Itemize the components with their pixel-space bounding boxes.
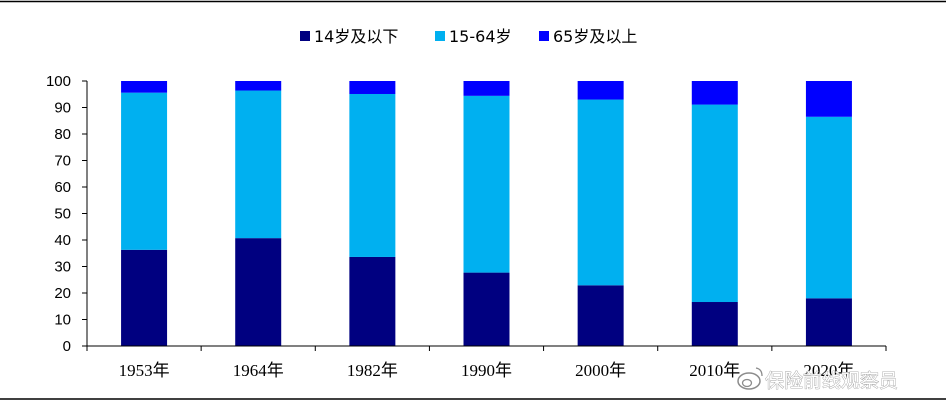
- y-tick-label: 10: [54, 312, 71, 329]
- y-tick-label: 0: [63, 338, 71, 355]
- legend-swatch-2: [435, 31, 445, 41]
- legend-label-2: 15-64岁: [449, 27, 512, 46]
- bars: [121, 81, 852, 346]
- x-tick-label: 1982年: [347, 361, 398, 380]
- bar-segment-3-1: [121, 81, 168, 93]
- legend-label-3: 65岁及以上: [553, 27, 637, 46]
- bar-segment-1-5: [577, 285, 624, 346]
- bar-segment-2-7: [805, 116, 852, 299]
- x-tick-label: 1964年: [233, 361, 284, 380]
- bar-segment-2-1: [121, 92, 168, 250]
- bar-segment-2-4: [463, 95, 510, 273]
- y-tick-label: 50: [54, 206, 71, 223]
- weibo-logo-icon: [737, 367, 763, 390]
- x-tick-label: 2000年: [575, 361, 626, 380]
- y-tick-label: 100: [46, 73, 71, 90]
- axes: 0 10 20 30 40 50 60 70 80 90 100 1953年 1964年 1982年 199…: [46, 73, 887, 380]
- y-tick-label: 40: [54, 232, 71, 249]
- bar-segment-2-6: [691, 104, 738, 303]
- y-tick-label: 70: [54, 153, 71, 170]
- watermark: 保险前线观察员: [737, 367, 898, 392]
- x-tick-label: 2020年: [803, 361, 854, 380]
- bar-segment-3-6: [691, 81, 738, 105]
- y-tick-label: 20: [54, 285, 71, 302]
- watermark-text: 保险前线观察员: [765, 370, 898, 392]
- y-tick-label: 60: [54, 179, 71, 196]
- bar-segment-3-5: [577, 81, 624, 100]
- bar-segment-3-2: [235, 81, 282, 91]
- bar-segment-1-3: [349, 256, 396, 346]
- y-tick-label: 90: [54, 100, 71, 117]
- y-tick-label: 30: [54, 259, 71, 276]
- bar-segment-3-7: [805, 81, 852, 117]
- legend: 14岁及以下 15-64岁 65岁及以上: [300, 27, 637, 46]
- bar-segment-1-2: [235, 238, 282, 346]
- x-tick-label: 1990年: [461, 361, 512, 380]
- x-tick-label: 1953年: [119, 361, 170, 380]
- legend-swatch-3: [539, 31, 549, 41]
- bar-segment-2-3: [349, 93, 396, 257]
- y-tick-label: 80: [54, 126, 71, 143]
- bar-segment-3-4: [463, 81, 510, 96]
- x-tick-label: 2010年: [689, 361, 740, 380]
- legend-label-1: 14岁及以下: [314, 27, 398, 46]
- legend-swatch-1: [300, 31, 310, 41]
- bar-segment-1-1: [121, 249, 168, 346]
- bar-segment-1-4: [463, 272, 510, 346]
- bar-segment-3-3: [349, 81, 396, 94]
- bar-segment-2-5: [577, 99, 624, 286]
- bar-segment-1-6: [691, 302, 738, 346]
- bar-segment-2-2: [235, 90, 282, 239]
- bar-segment-1-7: [805, 298, 852, 346]
